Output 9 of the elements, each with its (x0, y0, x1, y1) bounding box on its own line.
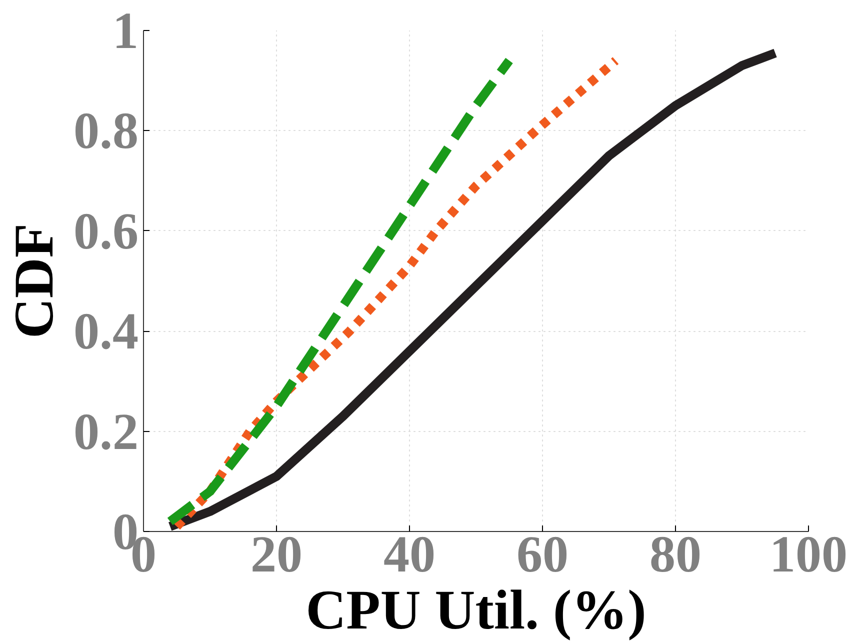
x-tick-label: 100 (770, 526, 848, 584)
y-tick-label: 0.8 (74, 103, 138, 160)
y-tick-label: 0.4 (74, 304, 138, 361)
y-tick-label: 1 (112, 3, 138, 60)
x-tick-label: 80 (650, 526, 702, 584)
y-axis-title: CDF (4, 223, 66, 339)
x-tick-label: 20 (250, 526, 302, 584)
y-tick-label: 0.6 (74, 203, 138, 260)
y-tick-label: 0.2 (74, 404, 138, 461)
